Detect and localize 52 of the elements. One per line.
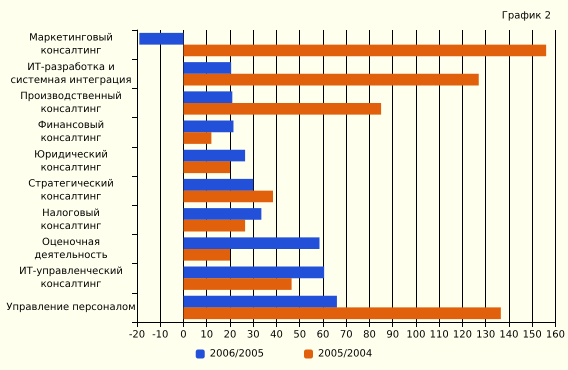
bar (183, 237, 320, 249)
bar (139, 32, 184, 45)
y-tick-label: ИТ-управленческий консалтинг (19, 266, 123, 290)
x-tick-label: 20 (224, 330, 236, 340)
y-tick-label: ИТ-разработка и системная интеграция (10, 62, 132, 86)
y-tick-label: Стратегический консалтинг (28, 178, 114, 203)
legend-label: 2006/2005 (210, 348, 264, 360)
x-tick-label: 40 (270, 330, 283, 340)
legend-label: 2005/2004 (318, 348, 372, 360)
bar (183, 307, 501, 320)
x-tick-label: 80 (363, 330, 376, 340)
y-tick-label: Налоговый консалтинг (40, 208, 102, 232)
y-tick-label: Маркетинговый консалтинг (29, 32, 113, 57)
y-tick-label: Производственный консалтинг (20, 91, 122, 115)
bar (183, 62, 232, 74)
x-tick-label: 90 (386, 330, 400, 340)
x-tick-label: 10 (200, 330, 214, 340)
x-tick-label: 70 (340, 330, 353, 340)
x-tick-label: -20 (128, 330, 146, 340)
bar (183, 208, 262, 220)
bar (183, 266, 324, 278)
bar (183, 190, 273, 202)
x-tick-label: 160 (546, 330, 566, 340)
y-tick-label: Управление персоналом (6, 302, 136, 313)
bar (183, 150, 246, 162)
bar (183, 103, 382, 115)
bar (183, 161, 230, 174)
x-tick-label: 140 (499, 330, 519, 340)
bar (183, 249, 230, 261)
x-tick-label: 60 (316, 330, 330, 340)
x-tick-label: 100 (406, 330, 426, 340)
bar (183, 278, 292, 290)
y-tick-label: Финансовый консалтинг (38, 120, 104, 144)
y-tick-label: Оценочная деятельность (34, 237, 108, 261)
x-tick-label: 0 (180, 330, 187, 340)
bar (183, 120, 234, 132)
x-tick-label: 30 (246, 330, 260, 340)
bar (183, 91, 232, 103)
chart-title: График 2 (502, 10, 552, 22)
bar (183, 132, 212, 144)
x-tick-label: 150 (522, 330, 542, 340)
x-tick-label: -10 (152, 330, 168, 340)
x-tick-label: 120 (452, 330, 472, 340)
bar (183, 44, 546, 56)
x-tick-label: 50 (293, 330, 306, 340)
bar (183, 220, 246, 232)
bar (183, 74, 479, 86)
bar (183, 296, 337, 308)
x-tick-label: 130 (476, 330, 496, 340)
y-tick-label: Юридический консалтинг (34, 149, 108, 174)
bar (183, 178, 254, 191)
x-tick-label: 110 (430, 330, 449, 340)
